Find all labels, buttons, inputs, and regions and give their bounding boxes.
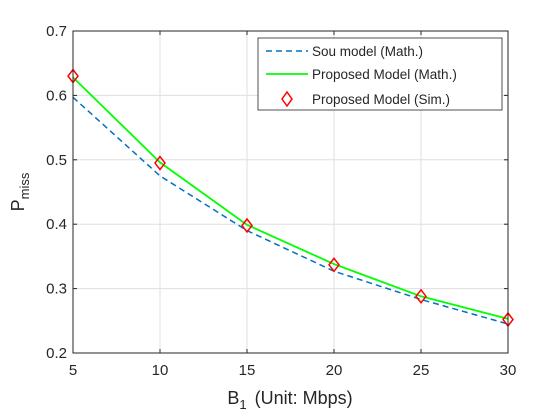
- legend-label-sou-math: Sou model (Math.): [312, 44, 423, 59]
- x-tick-label: 25: [413, 362, 430, 379]
- marker-proposed-sim: [328, 257, 340, 273]
- x-tick-label: 10: [152, 362, 169, 379]
- plot-frame: [72, 30, 509, 354]
- y-axis-label: Pmiss: [8, 172, 32, 211]
- marker-proposed-sim: [154, 155, 166, 171]
- legend-sample-proposed-sim: [281, 90, 293, 108]
- x-axis-label-subscript: 1: [239, 397, 246, 412]
- axis-ticks: 5 10 15 20 25 30 0.2 0.3 0.4 0.5 0.6 0.7: [46, 23, 516, 379]
- y-tick-label: 0.5: [46, 152, 67, 169]
- y-tick-label: 0.4: [46, 216, 67, 233]
- marker-proposed-sim: [241, 217, 253, 234]
- x-axis-label-unit: (Unit: Mbps): [255, 388, 353, 408]
- x-tick-label: 20: [326, 362, 343, 379]
- x-tick-label: 30: [500, 362, 517, 379]
- legend-label-proposed-math: Proposed Model (Math.): [312, 67, 457, 82]
- x-tick-label: 5: [69, 362, 77, 379]
- marker-proposed-sim: [415, 288, 427, 305]
- series-line-proposed-math: [72, 76, 509, 320]
- y-tick-label: 0.3: [46, 281, 67, 298]
- x-axis-label: B1 (Unit: Mbps): [227, 388, 352, 412]
- x-tick-label: 15: [239, 362, 256, 379]
- legend-label-proposed-sim: Proposed Model (Sim.): [312, 92, 450, 107]
- series-line-sou-math: [72, 96, 509, 325]
- y-tick-label: 0.6: [46, 87, 67, 104]
- y-tick-label: 0.2: [46, 345, 67, 362]
- y-tick-label: 0.7: [46, 23, 67, 40]
- legend: Sou model (Math.) Proposed Model (Math.)…: [257, 37, 503, 111]
- y-axis-label-subscript: miss: [17, 172, 32, 199]
